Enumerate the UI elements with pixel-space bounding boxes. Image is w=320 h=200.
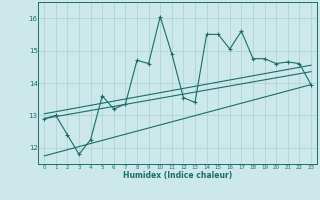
X-axis label: Humidex (Indice chaleur): Humidex (Indice chaleur) [123,171,232,180]
